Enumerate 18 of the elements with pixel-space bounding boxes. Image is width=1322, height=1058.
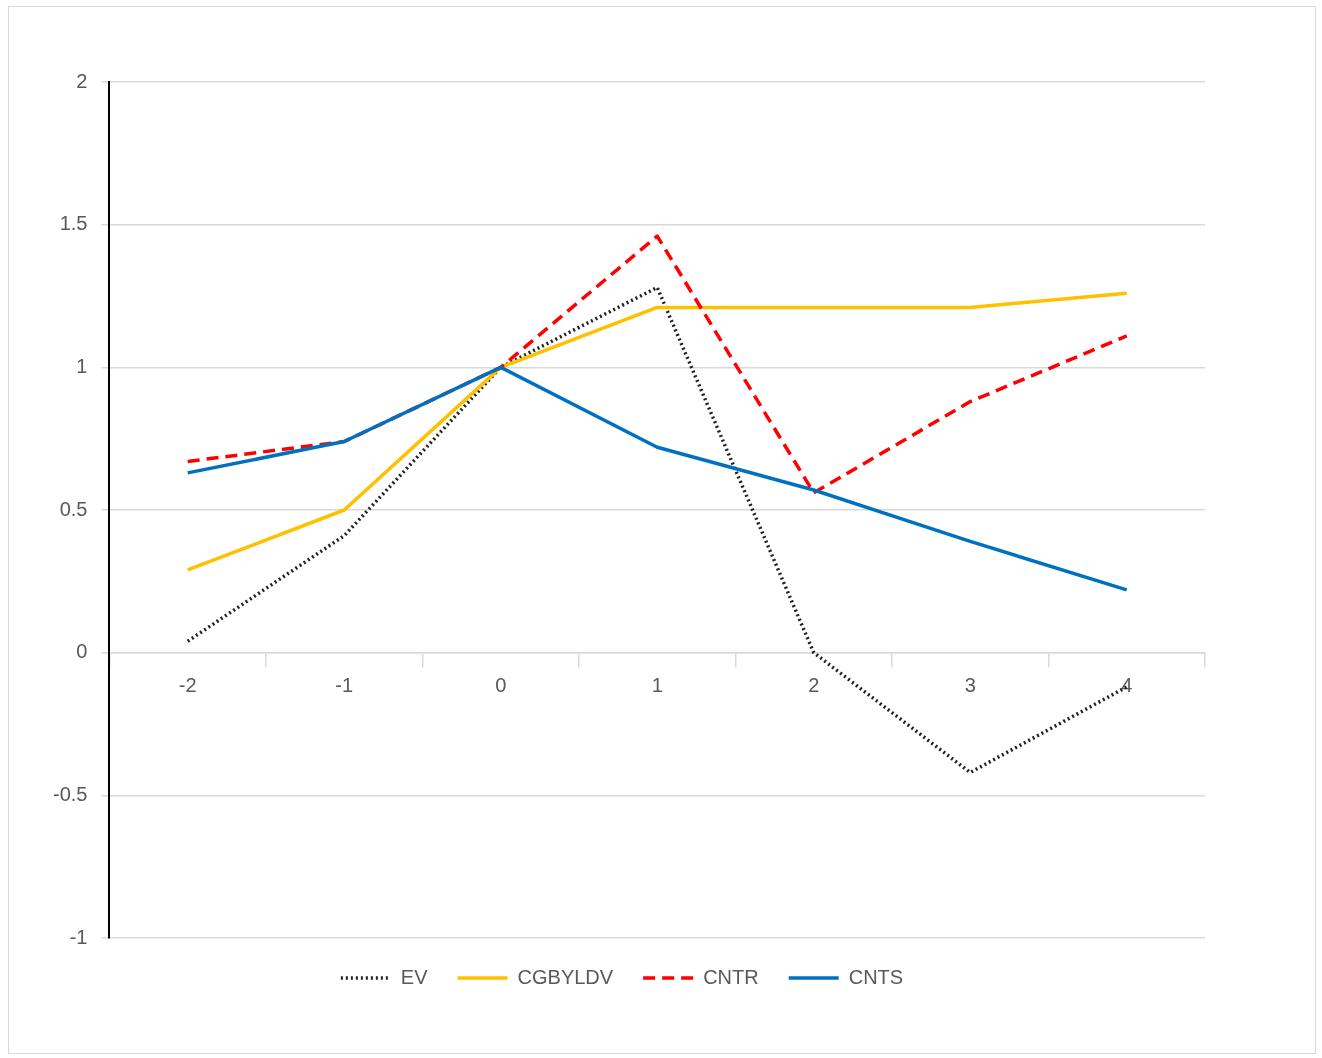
y-tick-label: 1 [76, 354, 88, 377]
y-tick-label: -0.5 [52, 782, 88, 805]
y-tick-label: 2 [76, 69, 88, 92]
y-tick-label: 0 [76, 640, 88, 663]
legend-label: CNTS [848, 965, 904, 988]
y-tick-label: 0.5 [59, 497, 88, 520]
x-tick-label: -2 [178, 674, 197, 697]
x-tick-label: -1 [335, 674, 354, 697]
legend-label: EV [400, 965, 429, 988]
x-tick-label: 0 [495, 674, 507, 697]
y-tick-label: 1.5 [59, 212, 88, 235]
x-tick-label: 3 [964, 674, 976, 697]
x-tick-label: 4 [1121, 674, 1133, 697]
x-tick-label: 1 [651, 674, 663, 697]
y-tick-label: -1 [69, 925, 88, 948]
legend-label: CGBYLDV [517, 965, 614, 988]
x-tick-label: 2 [808, 674, 820, 697]
legend-label: CNTR [703, 965, 759, 988]
